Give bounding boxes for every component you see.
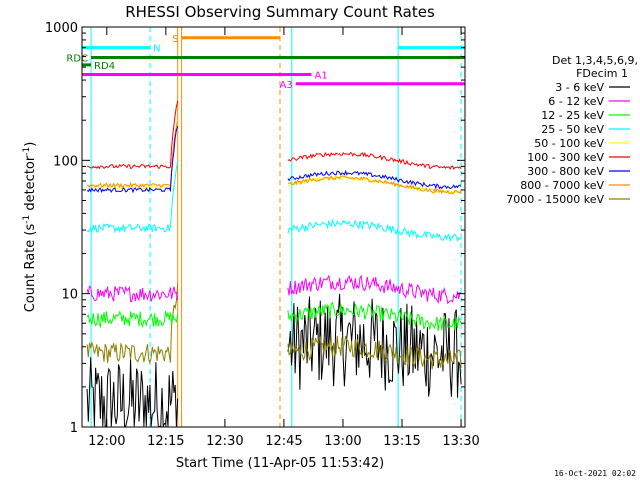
legend-label-2: 12 - 25 keV: [541, 109, 604, 122]
series-line-7-seg1: [287, 175, 462, 195]
y-axis-label-main: Count Rate (s: [23, 224, 38, 313]
y-axis-label: Count Rate (s-1 detector-1): [22, 142, 38, 313]
x-axis-label: Start Time (11-Apr-05 11:53:42): [176, 456, 384, 471]
series-line-6-seg1: [287, 169, 462, 190]
y-axis-label-mid: detector: [23, 155, 38, 215]
legend-header-line2: FDecim 1: [576, 67, 628, 80]
series-line-0-seg0: [86, 357, 179, 427]
legend-label-7: 800 - 7000 keV: [520, 179, 604, 192]
flag-label-0: N: [153, 44, 160, 55]
series-line-5-seg1: [287, 151, 462, 170]
y-axis-label-sup1: -1: [22, 215, 32, 224]
y-tick-label-3: 1000: [45, 21, 78, 36]
y-axis-label-sup2: -1: [22, 147, 32, 156]
series-line-8-seg0: [86, 283, 179, 365]
series-line-4-seg1: [287, 175, 462, 195]
y-tick-label-1: 10: [61, 288, 78, 303]
series-line-1-seg1: [287, 274, 462, 305]
axes: 1 10 100 1000 12:00 12:15 12:30 12:45 13:00 13:15…: [45, 21, 480, 449]
flag-label-6: A3: [280, 80, 293, 91]
flag-label-4: RD4: [94, 61, 115, 72]
y-tick-label-0: 1: [70, 421, 78, 436]
x-tick-label-0: 12:00: [88, 434, 125, 449]
flag-label-5: A1: [314, 71, 327, 82]
legend-label-6: 300 - 800 keV: [527, 165, 604, 178]
series-line-2-seg0: [86, 310, 179, 329]
y-tick-label-2: 100: [53, 154, 78, 169]
flag-bars: N S RDC RD4 A1 A3: [66, 34, 465, 91]
legend-label-8: 7000 - 15000 keV: [506, 193, 604, 206]
series-line-4-seg0: [86, 120, 179, 191]
footer-timestamp: 16-Oct-2021 02:02: [554, 469, 636, 478]
flag-label-3: RDC: [66, 54, 88, 65]
series-line-3-seg1: [287, 218, 462, 242]
series-line-1-seg0: [86, 285, 179, 303]
legend-label-5: 100 - 300 keV: [527, 151, 604, 164]
legend-label-4: 50 - 100 keV: [534, 137, 604, 150]
series-line-7-seg0: [86, 120, 179, 189]
x-tick-label-6: 13:30: [442, 434, 479, 449]
chart-title: RHESSI Observing Summary Count Rates: [125, 3, 435, 21]
vertical-markers: [90, 27, 462, 427]
series-line-3-seg0: [86, 161, 179, 234]
legend-label-0: 3 - 6 keV: [555, 81, 604, 94]
series-line-8-seg1: [287, 335, 462, 370]
x-tick-label-1: 12:15: [147, 434, 184, 449]
legend-label-3: 25 - 50 keV: [541, 123, 604, 136]
series-line-5-seg0: [87, 100, 179, 170]
series-line-2-seg1: [287, 301, 462, 331]
series-line-0-seg1: [287, 293, 462, 398]
flag-label-2: S: [172, 34, 178, 45]
plot-frame: [81, 26, 466, 428]
legend-label-1: 6 - 12 keV: [548, 95, 604, 108]
x-tick-label-5: 13:15: [383, 434, 420, 449]
legend-header-line1: Det 1,3,4,5,6,9,: [552, 54, 638, 67]
y-axis-label-end: ): [23, 142, 38, 147]
series-line-6-seg0: [86, 125, 179, 194]
x-tick-label-4: 13:00: [324, 434, 361, 449]
x-tick-label-2: 12:30: [206, 434, 243, 449]
x-tick-label-3: 12:45: [265, 434, 302, 449]
series-layer: [86, 100, 462, 427]
